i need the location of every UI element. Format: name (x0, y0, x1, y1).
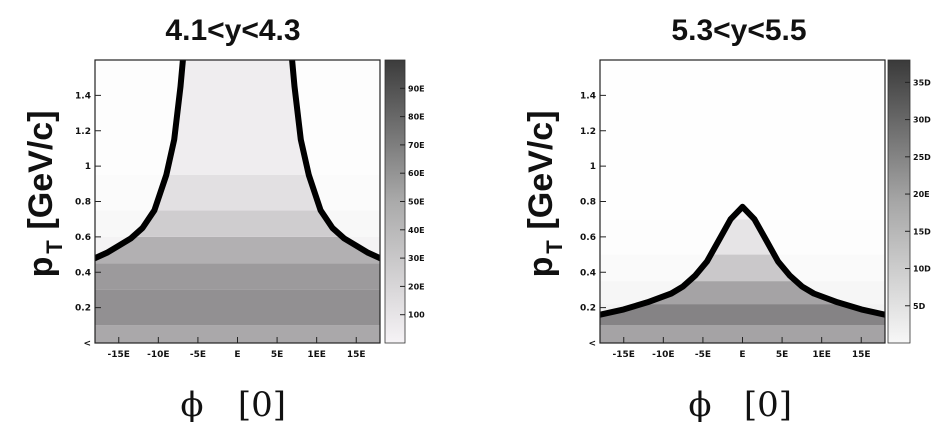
plot-area-left (94, 59, 381, 344)
y-axis-subscript-right: T (542, 240, 567, 254)
x-tick-label-left-0: -15E (108, 350, 130, 360)
colorbar-tick-label-left-3: 40E (408, 226, 425, 235)
x-tick-label-right-0: -15E (613, 350, 635, 360)
chart-title-left: 4.1<y<4.3 (165, 14, 300, 47)
colorbar-tick-label-left-7: 80E (408, 113, 425, 122)
density-band-left-0 (95, 325, 380, 343)
chart-title-right: 5.3<y<5.5 (671, 14, 806, 47)
x-tick-label-left-6: 15E (347, 350, 366, 360)
x-tick-label-right-2: -5E (695, 350, 711, 360)
y-tick-label-right-3: 0.6 (580, 233, 596, 243)
y-tick-label-right-0: < (588, 339, 596, 349)
colorbar-tick-label-right-0: 5D (913, 302, 926, 311)
colorbar-left: 100 20E 30E 40E 50E 60E 70E 80E 90E (384, 59, 425, 344)
x-axis-unit-left: [0] (238, 385, 286, 422)
density-band-left-3 (95, 236, 380, 264)
x-tick-label-right-1: -10E (652, 350, 674, 360)
y-tick-label-right-1: 0.2 (580, 304, 596, 314)
x-tick-label-right-5: 1EE (812, 350, 831, 360)
colorbar-tick-label-left-5: 60E (408, 169, 425, 178)
density-bands-left (95, 60, 380, 343)
y-tick-label-left-7: 1.4 (75, 91, 91, 101)
colorbar-gradient-right (887, 59, 911, 344)
colorbar-tick-label-right-4: 25D (913, 153, 931, 162)
x-axis-symbol-left: ϕ (180, 385, 203, 422)
y-tick-label-right-5: 1 (590, 162, 596, 172)
y-axis-label-left: [GeV/c] p T (22, 110, 67, 277)
colorbar-tick-label-left-1: 20E (408, 282, 425, 291)
outside-region-right (600, 60, 885, 315)
y-tick-label-left-3: 0.6 (75, 233, 91, 243)
colorbar-right: 5D 10D 15D 20E 25D 30D 35D (887, 59, 931, 344)
y-axis-label-text-left: [GeV/c] (22, 110, 60, 229)
colorbar-ticks-left: 100 20E 30E 40E 50E 60E 70E 80E 90E (400, 84, 425, 320)
y-tick-label-left-4: 0.8 (75, 198, 91, 208)
x-tick-label-left-1: -10E (147, 350, 169, 360)
colorbar-tick-label-left-0: 100 (408, 311, 425, 320)
x-axis-unit-right: [0] (744, 385, 792, 422)
y-tick-label-left-0: < (83, 339, 91, 349)
y-axis-ticks-right: <0.2 0.4 0.6 0.8 1 1.2 1.4 (580, 91, 606, 349)
boundary-curve-right (600, 203, 885, 318)
boundary-curve-left (95, 60, 380, 262)
x-tick-label-left-5: 1EE (307, 350, 326, 360)
x-tick-label-left-3: E (234, 350, 240, 360)
x-axis-label-left: ϕ [0] (180, 385, 286, 422)
density-band-left-2 (95, 263, 380, 290)
x-axis-ticks-right: -15E -10E -5E E 5E 1EE 15E (613, 337, 871, 360)
x-tick-label-left-2: -5E (190, 350, 206, 360)
y-tick-label-right-2: 0.4 (580, 268, 596, 278)
y-tick-label-left-1: 0.2 (75, 304, 91, 314)
density-bands-right (600, 60, 885, 343)
colorbar-tick-label-right-5: 30D (913, 116, 931, 125)
y-tick-label-right-7: 1.4 (580, 91, 596, 101)
density-band-left-1 (95, 289, 380, 326)
x-tick-label-right-6: 15E (852, 350, 871, 360)
colorbar-ticks-right: 5D 10D 15D 20E 25D 30D 35D (905, 78, 931, 311)
colorbar-tick-label-right-3: 20E (913, 190, 930, 199)
density-band-right-0 (600, 325, 885, 343)
y-tick-label-right-4: 0.8 (580, 198, 596, 208)
outside-region-left-b (291, 60, 380, 259)
colorbar-tick-label-left-8: 90E (408, 84, 425, 93)
x-axis-ticks-left: -15E -10E -5E E 5E 1EE 15E (108, 337, 366, 360)
colorbar-tick-label-left-4: 50E (408, 198, 425, 207)
outside-region-left-a (95, 60, 184, 259)
y-axis-label-right: [GeV/c] p T (522, 110, 567, 277)
chart-right: 5.3<y<5.5 <0.20.40.60.811.21.4 -15E -10E -… (522, 14, 931, 422)
y-axis-symbol-left: p (22, 257, 60, 278)
colorbar-tick-label-left-6: 70E (408, 141, 425, 150)
plot-area-right (599, 59, 886, 344)
y-axis-subscript-left: T (42, 240, 67, 254)
x-axis-label-right: ϕ [0] (688, 385, 792, 422)
y-tick-label-left-2: 0.4 (75, 268, 91, 278)
y-axis-label-text-right: [GeV/c] (522, 110, 560, 229)
colorbar-tick-label-right-2: 15D (913, 227, 931, 236)
density-band-right-1 (600, 304, 885, 326)
colorbar-tick-label-left-2: 30E (408, 254, 425, 263)
y-tick-label-right-6: 1.2 (580, 127, 596, 137)
chart-left: 4.1<y<4.3 <0.20.40.60.811.21.4 -15E -10E -… (22, 14, 425, 422)
y-axis-symbol-right: p (522, 257, 560, 278)
y-axis-ticks-left: <0.2 0.4 0.6 0.8 1 1.2 1.4 (75, 91, 101, 349)
x-tick-label-right-4: 5E (776, 350, 788, 360)
x-tick-label-right-3: E (739, 350, 745, 360)
x-axis-symbol-right: ϕ (688, 385, 711, 422)
y-tick-label-left-6: 1.2 (75, 127, 91, 137)
x-tick-label-left-4: 5E (271, 350, 283, 360)
colorbar-tick-label-right-6: 35D (913, 78, 931, 87)
y-tick-label-left-5: 1 (85, 162, 91, 172)
colorbar-tick-label-right-1: 10D (913, 265, 931, 274)
